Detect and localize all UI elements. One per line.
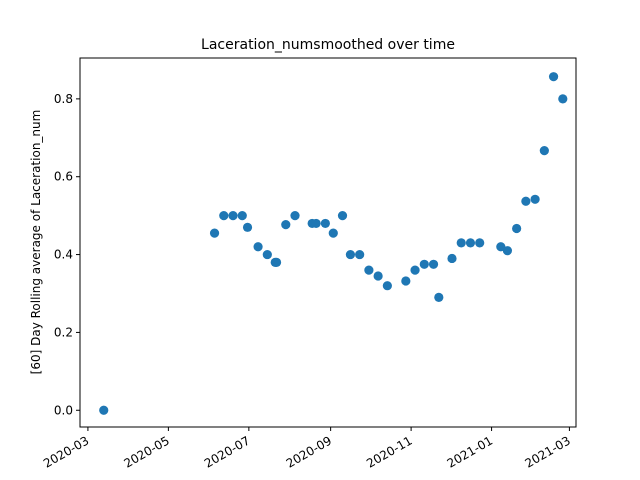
data-point-14 [320, 218, 330, 229]
x-tick-label: 2020-05 [121, 433, 171, 470]
data-point-34 [521, 196, 531, 206]
data-points [99, 72, 568, 415]
x-tick-label: 2020-11 [364, 433, 414, 470]
data-point-24 [419, 259, 429, 269]
y-tick-label: 0.0 [54, 403, 73, 417]
data-point-9 [271, 257, 282, 267]
data-point-10 [281, 219, 291, 230]
data-point-26 [434, 292, 444, 302]
y-tick-label: 0.2 [54, 325, 73, 339]
data-point-3 [228, 211, 238, 221]
data-point-35 [530, 194, 540, 204]
plot-frame [79, 57, 577, 428]
data-point-28 [456, 238, 466, 248]
data-point-11 [290, 211, 300, 221]
data-point-17 [345, 249, 356, 260]
y-tick-label: 0.6 [54, 170, 73, 184]
y-axis-title: [60] Day Rolling average of Laceration_n… [29, 110, 43, 375]
x-tick-label: 2020-07 [202, 433, 252, 470]
data-point-25 [428, 259, 439, 269]
data-point-21 [382, 281, 392, 291]
data-point-30 [475, 238, 485, 248]
data-point-15 [328, 228, 338, 238]
data-point-1 [209, 228, 220, 238]
x-tick-label: 2021-03 [522, 433, 572, 470]
axes: 2020-03 2020-05 2020-07 2020-09 2020-11 2021-… [41, 92, 573, 471]
x-tick-label: 2020-03 [41, 433, 91, 470]
data-point-0 [99, 405, 109, 415]
y-tick-label: 0.8 [54, 92, 73, 106]
data-point-38 [558, 94, 568, 104]
data-point-29 [465, 238, 476, 248]
data-point-18 [355, 249, 365, 260]
data-point-5 [242, 222, 253, 232]
x-tick-label: 2021-01 [445, 433, 495, 470]
x-tick-label: 2020-09 [284, 433, 334, 470]
data-point-7 [262, 249, 272, 260]
data-point-6 [253, 242, 263, 252]
data-point-27 [447, 253, 457, 264]
data-point-33 [512, 223, 522, 234]
data-point-37 [548, 72, 559, 82]
data-point-13 [311, 218, 321, 229]
data-point-2 [219, 211, 229, 221]
data-point-32 [502, 246, 513, 256]
data-point-23 [410, 265, 420, 275]
data-point-19 [364, 265, 374, 275]
data-point-20 [373, 271, 383, 281]
chart-title: Laceration_numsmoothed over time [201, 37, 455, 53]
data-point-36 [539, 146, 549, 156]
data-point-4 [237, 211, 247, 221]
y-tick-label: 0.4 [54, 248, 73, 262]
data-point-16 [337, 211, 348, 221]
data-point-22 [401, 276, 411, 286]
